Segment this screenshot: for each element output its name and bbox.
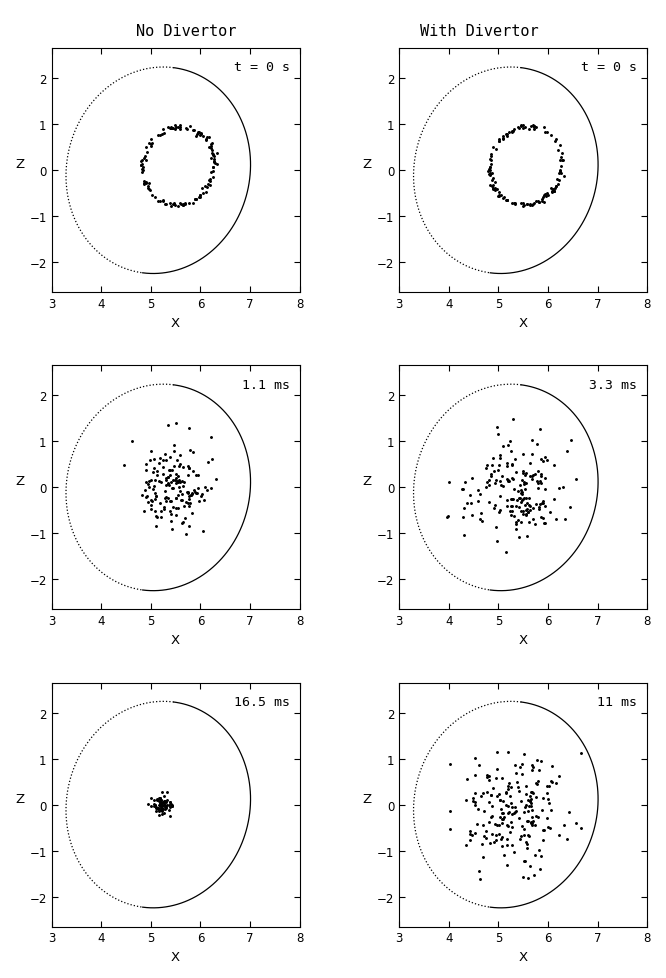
Y-axis label: Z: Z [362,475,372,488]
X-axis label: X: X [171,316,180,330]
Text: With Divertor: With Divertor [420,24,539,39]
Y-axis label: Z: Z [15,475,24,488]
Text: t = 0 s: t = 0 s [581,62,637,74]
Text: 16.5 ms: 16.5 ms [234,695,290,708]
Y-axis label: Z: Z [15,158,24,171]
X-axis label: X: X [519,950,527,963]
Y-axis label: Z: Z [362,792,372,805]
Y-axis label: Z: Z [362,158,372,171]
Text: t = 0 s: t = 0 s [234,62,290,74]
X-axis label: X: X [171,633,180,646]
Text: 1.1 ms: 1.1 ms [242,378,290,391]
Text: No Divertor: No Divertor [137,24,236,39]
Text: 11 ms: 11 ms [597,695,637,708]
X-axis label: X: X [171,950,180,963]
Text: 3.3 ms: 3.3 ms [589,378,637,391]
X-axis label: X: X [519,633,527,646]
Y-axis label: Z: Z [15,792,24,805]
X-axis label: X: X [519,316,527,330]
